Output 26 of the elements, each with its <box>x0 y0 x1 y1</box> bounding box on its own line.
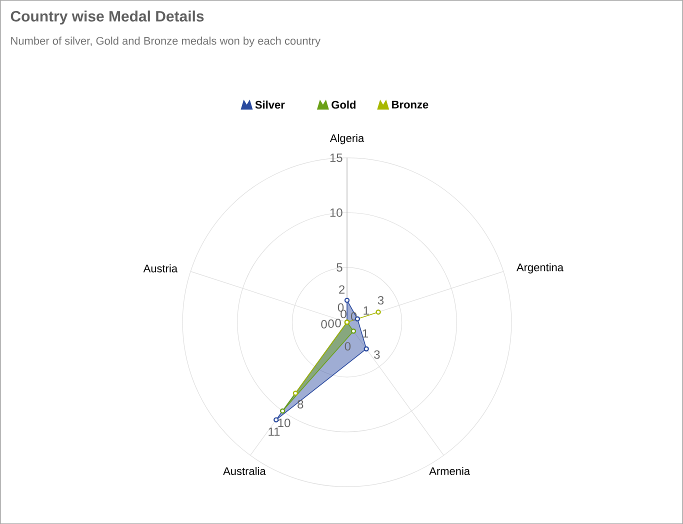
data-label: 0 <box>328 319 334 328</box>
data-label: 11 <box>268 427 280 436</box>
y-tick-label: 5 <box>336 263 342 272</box>
legend-label: Gold <box>332 100 356 109</box>
chart-title: Country wise Medal Details <box>10 10 204 24</box>
legend-label: Bronze <box>392 100 428 108</box>
spoke-label: Austria <box>143 264 178 272</box>
data-label: 3 <box>374 350 380 359</box>
data-label: 0 <box>340 310 346 318</box>
data-label: 3 <box>378 296 384 304</box>
data-label: 0 <box>335 318 341 328</box>
data-label: 0 <box>344 342 351 350</box>
spoke-label: Algeria <box>330 134 364 144</box>
spoke-label: Australia <box>223 466 266 475</box>
data-label: 10 <box>278 418 290 428</box>
data-label: 1 <box>362 329 368 338</box>
y-tick-label: 15 <box>330 154 342 162</box>
legend-label: Silver <box>255 100 285 109</box>
y-tick-label: 10 <box>330 208 342 217</box>
data-label: 0 <box>321 320 327 328</box>
data-label: 2 <box>339 285 345 294</box>
data-label: 8 <box>298 400 304 408</box>
spoke-label: Argentina <box>516 263 564 274</box>
chart-subtitle: Number of silver, Gold and Bronze medals won by each country <box>11 36 321 47</box>
spoke-label: Armenia <box>429 466 470 475</box>
data-label: 1 <box>364 306 369 315</box>
